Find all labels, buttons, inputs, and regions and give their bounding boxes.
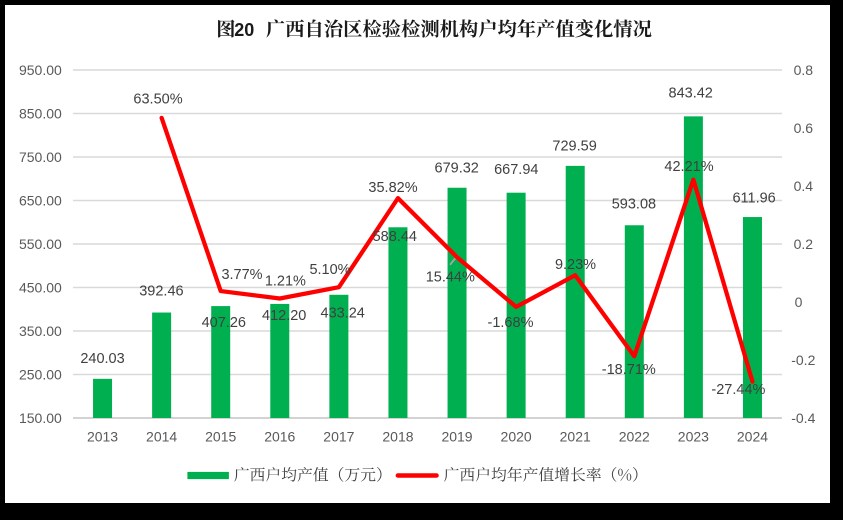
svg-text:350.00: 350.00: [19, 323, 62, 339]
svg-text:593.08: 593.08: [612, 197, 656, 213]
svg-text:2014: 2014: [146, 429, 177, 445]
svg-text:729.59: 729.59: [552, 139, 596, 155]
svg-text:35.82%: 35.82%: [368, 180, 417, 196]
svg-text:-18.71%: -18.71%: [602, 362, 656, 378]
svg-text:550.00: 550.00: [19, 236, 62, 252]
svg-text:0.6: 0.6: [794, 120, 814, 136]
svg-text:20: 20: [234, 20, 254, 40]
svg-text:392.46: 392.46: [139, 284, 183, 300]
svg-text:42.21%: 42.21%: [664, 159, 713, 175]
svg-text:2021: 2021: [560, 429, 591, 445]
svg-text:2016: 2016: [264, 429, 295, 445]
svg-text:843.42: 843.42: [669, 86, 713, 102]
svg-text:588.44: 588.44: [373, 229, 417, 245]
svg-text:-1.68%: -1.68%: [488, 315, 534, 331]
svg-text:407.26: 407.26: [202, 315, 246, 331]
svg-text:0.2: 0.2: [794, 236, 814, 252]
svg-text:2015: 2015: [205, 429, 236, 445]
svg-text:950.00: 950.00: [19, 62, 62, 78]
svg-text:5.10%: 5.10%: [309, 262, 350, 278]
svg-text:611.96: 611.96: [732, 191, 775, 207]
svg-text:2022: 2022: [619, 429, 650, 445]
svg-text:-0.2: -0.2: [791, 352, 815, 368]
svg-text:2023: 2023: [678, 429, 709, 445]
svg-text:9.23%: 9.23%: [555, 257, 596, 273]
svg-text:2024: 2024: [737, 429, 768, 445]
svg-text:0: 0: [795, 294, 803, 310]
svg-text:1.21%: 1.21%: [265, 274, 306, 290]
svg-text:-27.44%: -27.44%: [711, 382, 765, 398]
svg-text:0.8: 0.8: [794, 62, 814, 78]
svg-text:63.50%: 63.50%: [133, 92, 182, 108]
svg-text:667.94: 667.94: [494, 162, 538, 178]
svg-text:150.00: 150.00: [19, 410, 62, 426]
svg-text:650.00: 650.00: [19, 193, 62, 209]
svg-text:2019: 2019: [441, 429, 472, 445]
svg-text:433.24: 433.24: [321, 305, 365, 321]
svg-text:3.77%: 3.77%: [221, 267, 262, 283]
svg-text:412.20: 412.20: [262, 308, 306, 324]
svg-text:2018: 2018: [382, 429, 413, 445]
svg-text:15.44%: 15.44%: [426, 270, 475, 286]
svg-text:750.00: 750.00: [19, 149, 62, 165]
svg-text:0.4: 0.4: [794, 178, 814, 194]
svg-text:240.03: 240.03: [80, 351, 124, 367]
svg-text:2017: 2017: [323, 429, 354, 445]
svg-text:450.00: 450.00: [19, 280, 62, 296]
svg-text:250.00: 250.00: [19, 367, 62, 383]
svg-text:850.00: 850.00: [19, 106, 62, 122]
svg-text:-0.4: -0.4: [791, 410, 815, 426]
svg-text:679.32: 679.32: [435, 160, 479, 176]
svg-text:2013: 2013: [87, 429, 118, 445]
svg-text:2020: 2020: [501, 429, 532, 445]
